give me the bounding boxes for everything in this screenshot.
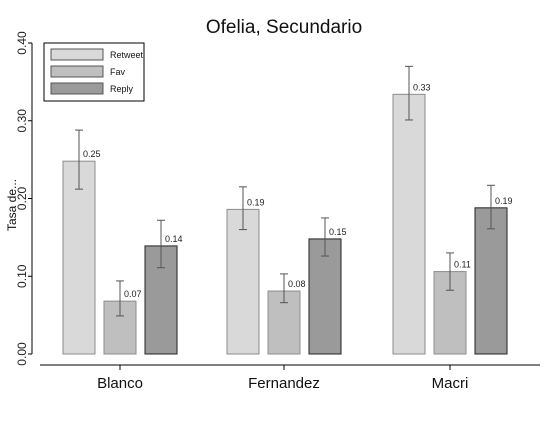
data-label: 0.19 — [247, 197, 265, 207]
y-tick-label: 0.10 — [15, 264, 29, 288]
bar-retweet — [226, 208, 260, 355]
data-label: 0.19 — [495, 196, 513, 206]
x-axis: Blanco Fernandez Macri — [40, 364, 540, 392]
x-category-label: Fernandez — [248, 375, 320, 392]
data-label: 0.33 — [413, 82, 431, 92]
data-label: 0.14 — [165, 234, 183, 244]
bar-retweet — [62, 160, 96, 355]
legend-label-fav: Fav — [110, 67, 126, 77]
y-tick-label: 0.20 — [15, 186, 29, 210]
data-label: 0.07 — [124, 289, 142, 299]
chart-title: Ofelia, Secundario — [206, 17, 362, 38]
bars: 0.25 0.19 0.33 0.07 0.08 0.11 0.14 0.15 0.19 — [62, 65, 513, 355]
legend-label-retweet: Retweet — [110, 50, 144, 60]
y-axis: 0.00 0.10 0.20 0.30 0.40 — [15, 31, 33, 366]
data-label: 0.11 — [454, 260, 471, 270]
y-tick-label: 0.00 — [15, 342, 29, 366]
data-label: 0.25 — [83, 149, 101, 159]
y-axis-label: Tasa de... — [5, 179, 19, 231]
y-tick-label: 0.40 — [15, 31, 29, 55]
x-category-label: Blanco — [97, 375, 143, 392]
legend: Retweet Fav Reply — [43, 42, 145, 102]
data-label: 0.08 — [288, 279, 306, 289]
data-label: 0.15 — [329, 227, 347, 237]
legend-swatch-fav — [50, 65, 104, 78]
bar-reply — [308, 238, 342, 355]
x-category-label: Macri — [432, 375, 469, 392]
bar-retweet — [392, 93, 426, 355]
legend-swatch-reply — [50, 82, 104, 95]
legend-swatch-retweet — [50, 48, 104, 61]
legend-label-reply: Reply — [110, 84, 134, 94]
bar-reply — [474, 207, 508, 355]
y-tick-label: 0.30 — [15, 109, 29, 133]
